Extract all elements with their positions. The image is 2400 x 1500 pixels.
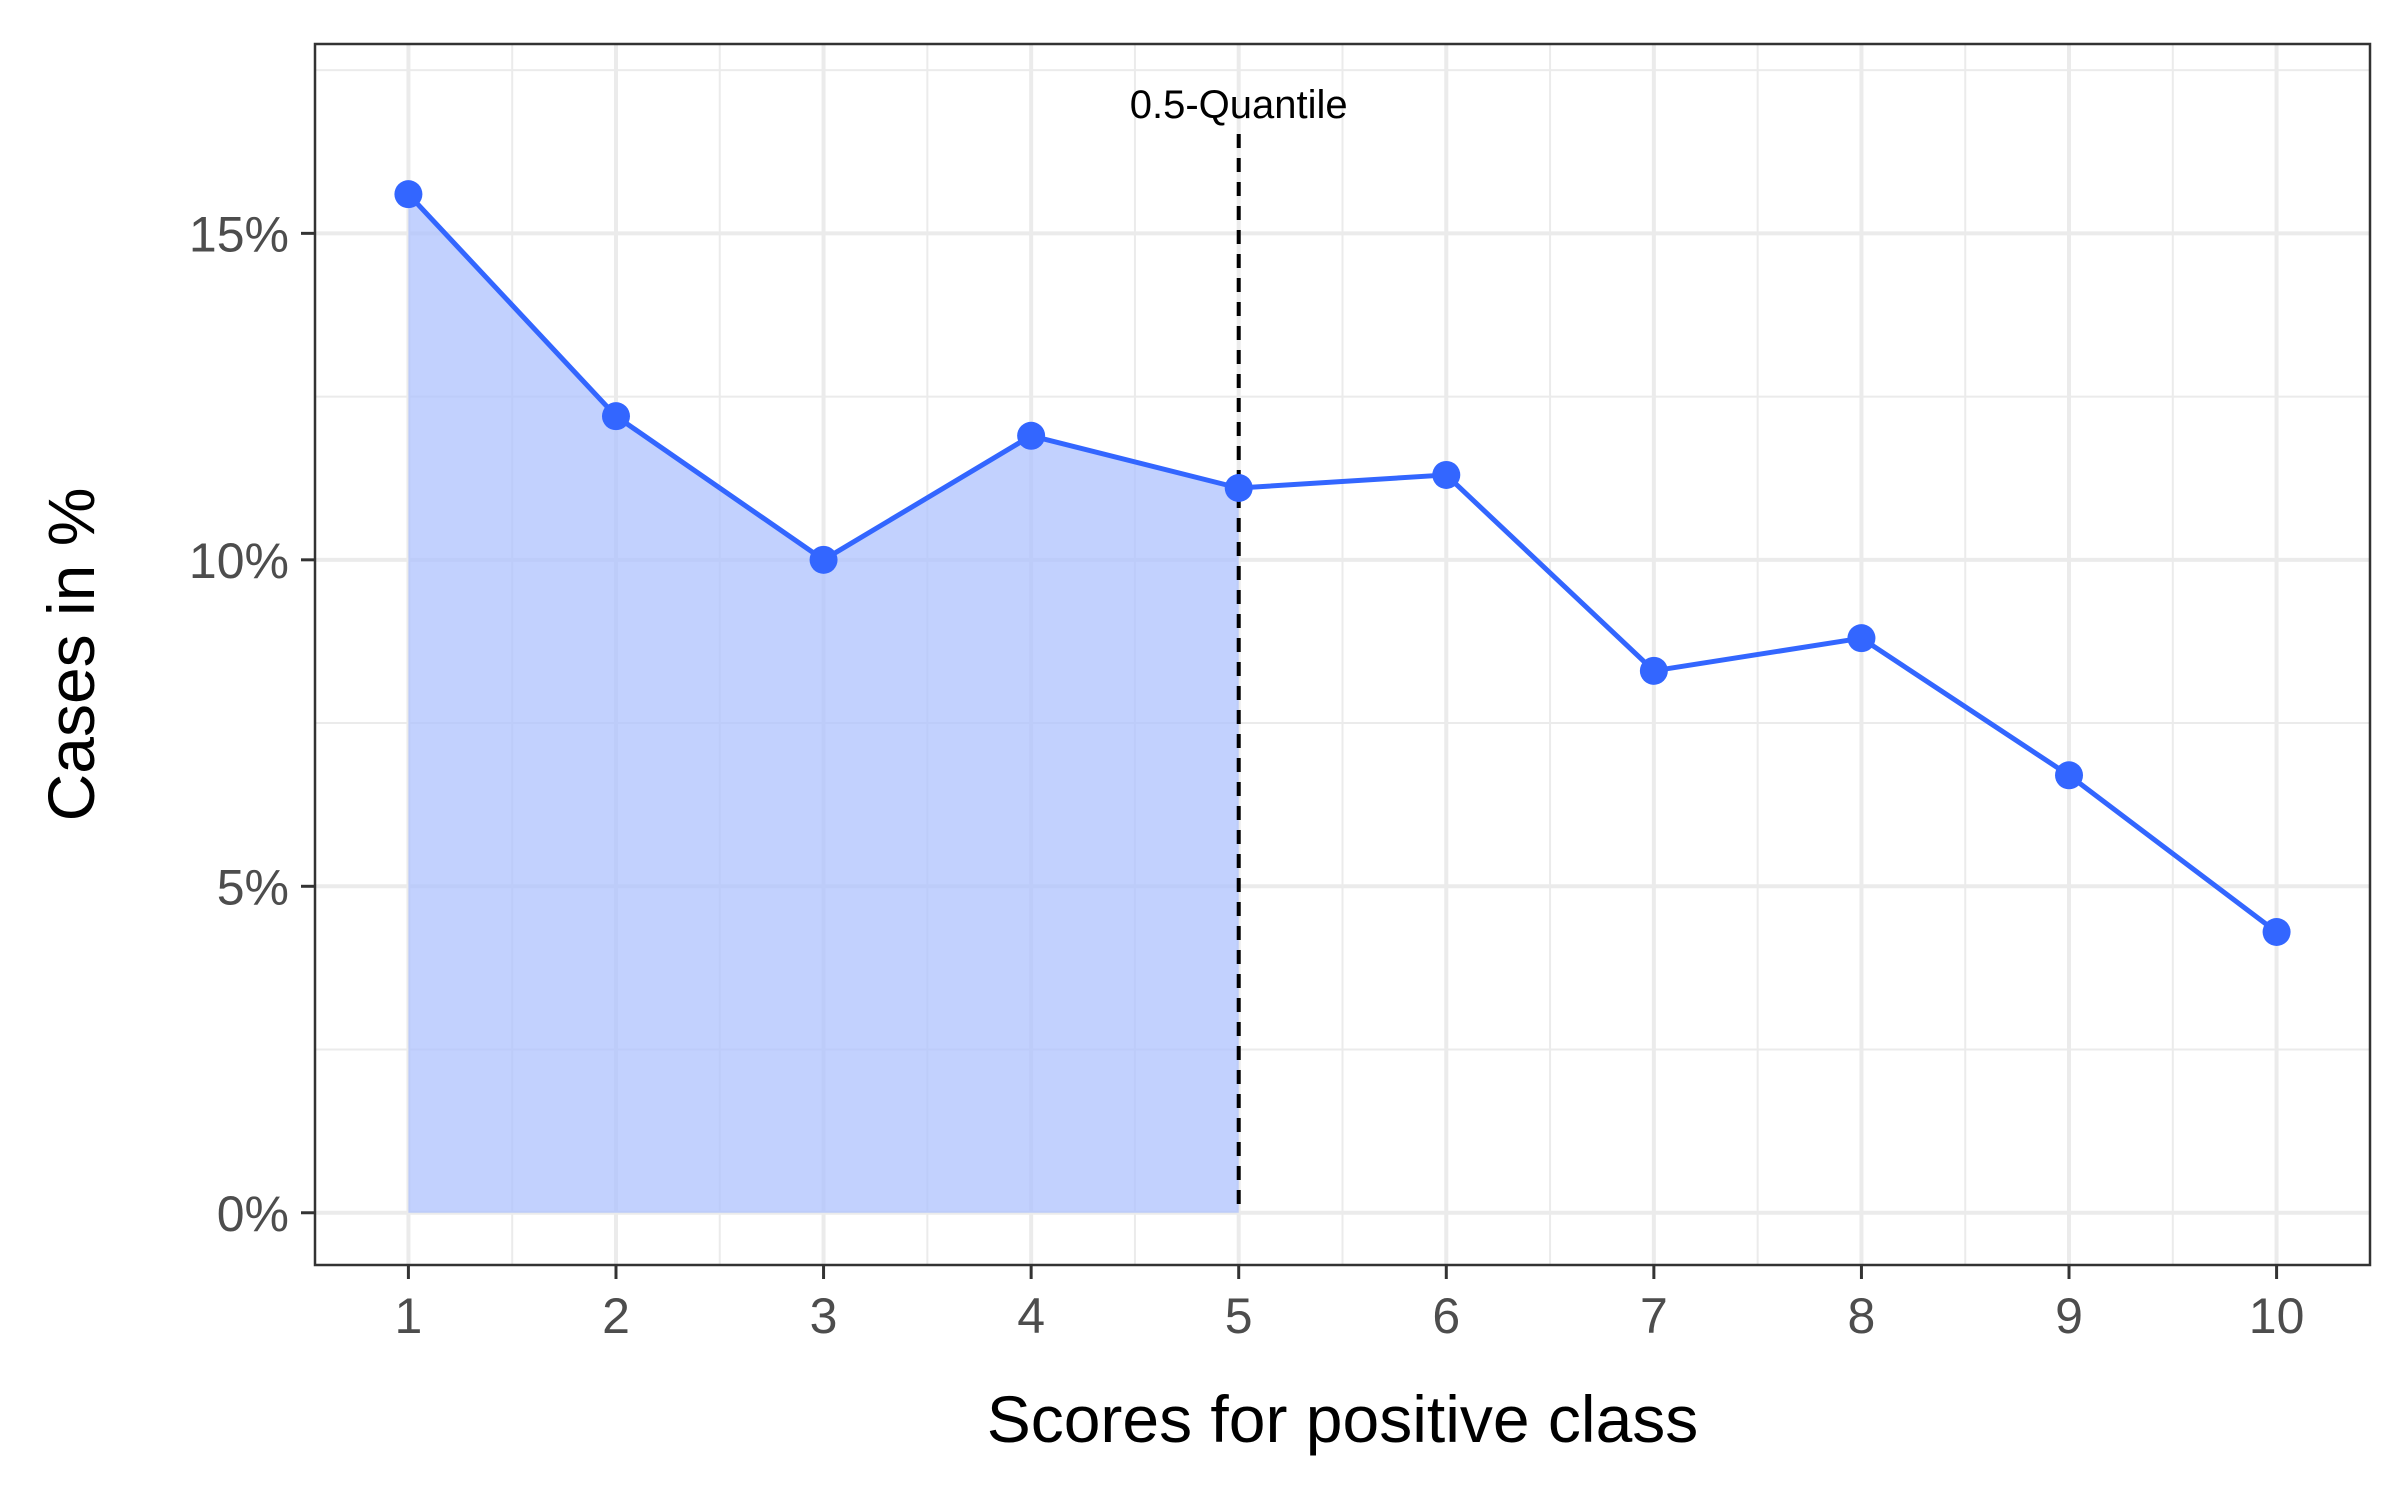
data-point <box>809 545 838 574</box>
x-tick-label: 7 <box>1640 1288 1668 1344</box>
quantile-label: 0.5-Quantile <box>1130 83 1348 127</box>
x-axis-title: Scores for positive class <box>987 1382 1699 1456</box>
data-point <box>1847 624 1876 653</box>
data-point <box>1224 474 1253 502</box>
y-axis-title: Cases in % <box>34 488 108 822</box>
x-tick-label: 2 <box>602 1288 630 1344</box>
x-tick-label: 4 <box>1017 1288 1045 1344</box>
data-point <box>1639 656 1668 685</box>
series-line-layer <box>406 192 2279 934</box>
x-tick-label: 9 <box>2055 1288 2083 1344</box>
panel-border <box>313 42 2372 1267</box>
data-point <box>601 402 630 431</box>
y-tick-label: 5% <box>217 859 289 915</box>
y-tick-label: 15% <box>189 206 289 262</box>
x-tick-label: 10 <box>2249 1288 2305 1344</box>
data-point <box>2262 918 2291 946</box>
y-tick-label: 10% <box>189 533 289 589</box>
data-point <box>1432 460 1461 489</box>
data-point <box>394 180 423 209</box>
x-tick-label: 1 <box>395 1288 423 1344</box>
series-line <box>406 192 2279 934</box>
series-points-layer <box>394 180 2291 946</box>
x-tick-label: 3 <box>810 1288 838 1344</box>
x-tick-label: 6 <box>1432 1288 1460 1344</box>
x-tick-label: 5 <box>1225 1288 1253 1344</box>
data-point <box>2055 761 2084 790</box>
data-point <box>1017 421 1046 450</box>
x-tick-label: 8 <box>1848 1288 1876 1344</box>
axis-tick-labels: 1 2 3 4 5 6 7 8 9 10 0% 5% 10% 15% <box>189 206 2304 1344</box>
y-tick-label: 0% <box>217 1186 289 1242</box>
axis-ticks <box>301 231 2279 1279</box>
